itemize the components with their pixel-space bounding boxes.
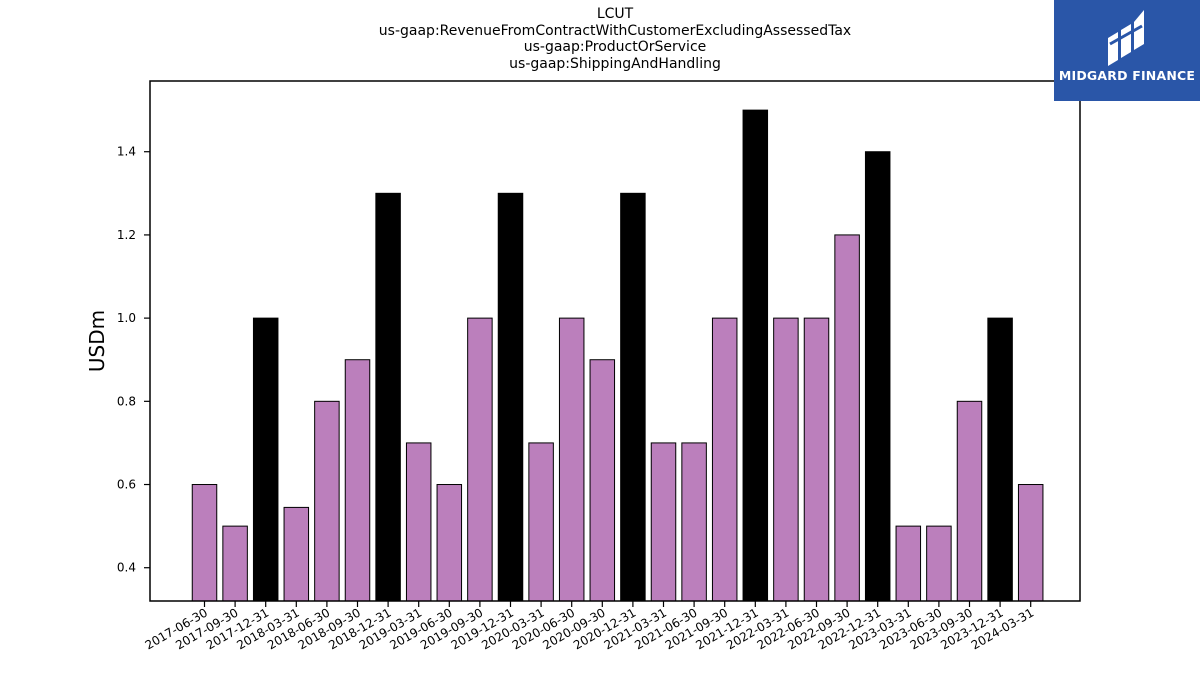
bar-2021-06-30 [681, 442, 707, 602]
brand-logo: MIDGARD FINANCE [1054, 0, 1200, 101]
bar-2023-09-30 [956, 400, 983, 602]
y-tick-label: 1.4 [117, 145, 136, 159]
y-tick-label: 0.8 [117, 394, 136, 408]
bar-2023-06-30 [926, 525, 952, 602]
bar-2018-03-31 [283, 506, 310, 602]
title-line: LCUT [596, 6, 634, 22]
bar-2024-03-31 [1017, 484, 1044, 602]
title-line: us-gaap:ProductOrService [523, 39, 707, 55]
y-axis-label: USDm [85, 310, 109, 372]
bar-2019-09-30 [467, 317, 493, 602]
bar-2023-12-31 [987, 317, 1013, 602]
bar-2022-06-30 [803, 317, 830, 602]
bar-2021-03-31 [650, 442, 677, 602]
y-tick-label: 0.6 [117, 478, 136, 492]
midgard-logo-icon [1108, 10, 1144, 66]
bar-2019-06-30 [436, 484, 463, 602]
y-tick-label: 1.2 [117, 228, 136, 242]
bar-2019-03-31 [405, 442, 432, 602]
bar-2020-12-31 [620, 192, 646, 602]
bar-2020-06-30 [558, 317, 585, 602]
bar-2017-12-31 [252, 317, 279, 602]
bar-2018-06-30 [314, 400, 340, 602]
bar-2017-06-30 [191, 484, 218, 602]
y-axis: 0.4 0.6 0.8 1.0 1.2 1.4 [117, 145, 150, 575]
bar-2020-03-31 [528, 442, 554, 602]
y-tick-label: 1.0 [117, 311, 136, 325]
bar-2022-09-30 [834, 234, 860, 602]
chart-title: LCUT us-gaap:RevenueFromContractWithCust… [150, 6, 1080, 72]
title-line: us-gaap:RevenueFromContractWithCustomerE… [378, 22, 852, 39]
x-axis: 2017-06-302017-09-302017-12-312018-03-31… [143, 601, 1036, 652]
bar-2021-12-31 [742, 109, 769, 602]
bar-2019-12-31 [497, 192, 524, 602]
bar-2021-09-30 [711, 317, 738, 602]
bars-group [191, 109, 1044, 602]
plot-frame [149, 80, 1081, 602]
bar-2022-12-31 [864, 151, 891, 602]
bar-2018-12-31 [375, 192, 401, 602]
bar-2017-09-30 [222, 525, 248, 602]
y-tick-label: 0.4 [117, 561, 136, 575]
bar-2023-03-31 [895, 525, 922, 602]
bar-2020-09-30 [589, 359, 616, 602]
title-line: us-gaap:ShippingAndHandling [509, 55, 721, 72]
logo-text: MIDGARD FINANCE [1058, 68, 1196, 83]
bar-2018-09-30 [344, 359, 371, 602]
bar-2022-03-31 [773, 317, 799, 602]
